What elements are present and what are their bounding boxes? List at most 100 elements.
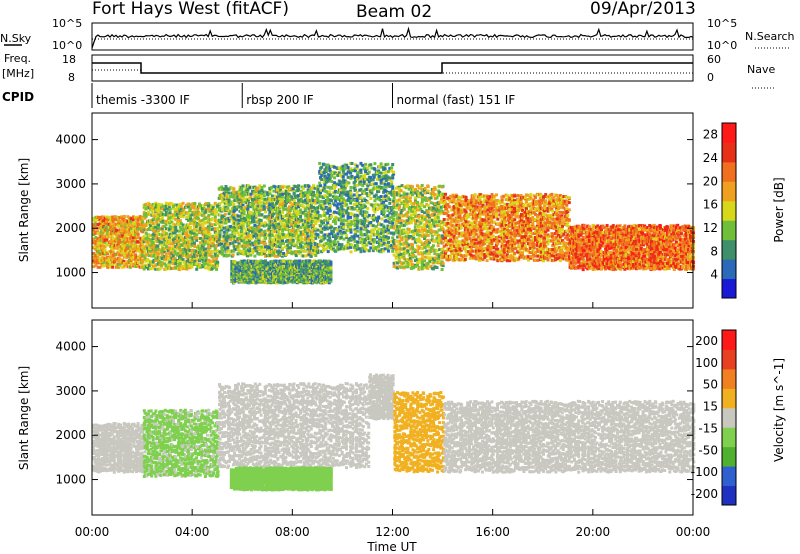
data-cell [168, 236, 171, 240]
data-cell [154, 259, 158, 263]
data-cell [262, 202, 266, 206]
data-cell [290, 236, 294, 240]
data-cell [199, 236, 203, 240]
data-cell [221, 239, 224, 243]
data-cell [486, 248, 490, 252]
data-cell [240, 186, 244, 190]
data-cell [147, 254, 151, 258]
data-cell [402, 201, 406, 205]
data-cell [290, 222, 294, 226]
data-cell [253, 224, 257, 227]
data-cell [164, 237, 168, 241]
data-cell [168, 256, 171, 259]
data-cell [258, 236, 262, 240]
data-cell [220, 224, 224, 228]
data-cell [429, 264, 433, 268]
data-cell [390, 190, 394, 194]
data-cell [354, 232, 357, 236]
data-cell [164, 204, 168, 208]
data-cell [485, 219, 489, 223]
data-cell [268, 192, 272, 196]
data-cell [318, 243, 322, 247]
data-cell [399, 252, 403, 256]
data-cell [431, 221, 435, 225]
data-cell [417, 208, 421, 212]
data-cell [260, 223, 264, 227]
data-cell [181, 254, 185, 258]
data-cell [126, 265, 130, 269]
data-cell [103, 221, 107, 225]
data-cell [235, 207, 238, 211]
data-cell [270, 224, 273, 228]
data-cell [383, 215, 387, 218]
data-cell [455, 200, 459, 204]
data-cell [391, 249, 395, 253]
data-cell [168, 267, 172, 271]
data-cell [426, 234, 430, 237]
data-cell [170, 220, 174, 224]
data-cell [355, 216, 359, 220]
data-cell [273, 194, 277, 198]
data-cell [211, 227, 215, 231]
data-cell [412, 229, 416, 233]
data-cell [463, 257, 467, 261]
data-cell [431, 244, 435, 248]
data-cell [109, 219, 112, 223]
data-cell [207, 230, 211, 234]
data-cell [340, 206, 344, 210]
nave-tick-bottom: 0 [707, 71, 714, 84]
data-cell [242, 222, 246, 226]
data-cell [359, 171, 363, 175]
data-cell [464, 196, 468, 199]
data-cell [326, 211, 330, 215]
data-cell [318, 171, 322, 175]
data-cell [353, 203, 357, 207]
data-cell [452, 231, 456, 234]
data-cell [141, 250, 145, 254]
data-cell [118, 228, 122, 232]
data-cell [197, 217, 200, 221]
data-cell [125, 245, 129, 249]
data-cell [232, 203, 236, 206]
data-cell [147, 259, 151, 263]
data-cell [264, 236, 268, 240]
data-cell [270, 199, 273, 203]
data-cell [435, 236, 439, 240]
data-cell [476, 254, 480, 258]
data-cell [257, 252, 261, 256]
data-cell [465, 213, 469, 217]
data-cell [242, 232, 246, 236]
data-cell [328, 173, 332, 177]
data-cell [320, 222, 324, 226]
data-cell [469, 232, 473, 236]
data-cell [406, 232, 410, 236]
data-cell [273, 203, 277, 207]
data-cell [216, 249, 220, 253]
data-cell [340, 212, 344, 216]
data-cell [417, 252, 421, 256]
data-cell [379, 171, 383, 175]
data-cell [359, 179, 363, 183]
data-cell [336, 174, 340, 177]
data-cell [349, 250, 353, 254]
data-cell [349, 215, 353, 219]
data-cell [213, 259, 217, 263]
data-cell [483, 236, 487, 240]
data-cell [426, 189, 430, 193]
data-cell [307, 228, 311, 232]
data-cell [408, 184, 412, 188]
data-cell [440, 268, 444, 271]
data-cell [150, 246, 154, 250]
data-cell [333, 239, 337, 243]
data-cell [154, 267, 158, 271]
data-cell [183, 225, 187, 229]
data-cell [258, 198, 262, 202]
data-cell [164, 207, 168, 211]
data-cell [168, 219, 172, 223]
data-cell [392, 242, 396, 246]
data-cell [384, 163, 388, 167]
data-cell [467, 230, 471, 234]
data-cell [249, 185, 253, 189]
data-cell [423, 198, 427, 202]
